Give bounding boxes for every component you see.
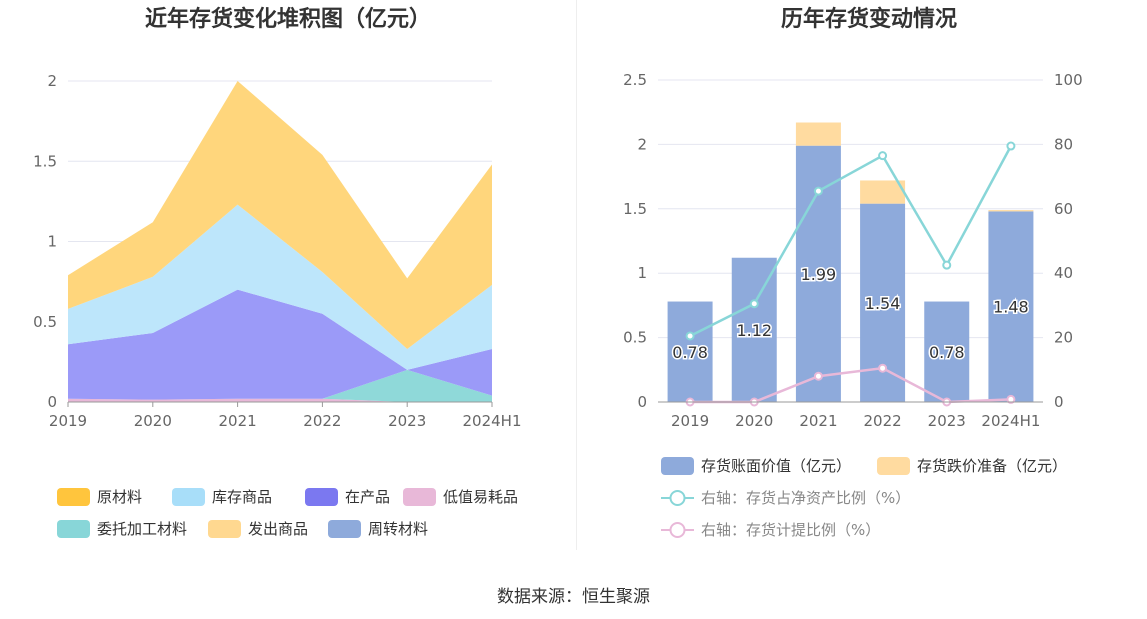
y-right-tick-label: 0 (1054, 393, 1064, 411)
legend-label: 右轴：存货计提比例（%） (701, 521, 880, 539)
bar-value-label: 1.99 (801, 265, 837, 284)
x-tick-label: 2022 (863, 412, 901, 430)
bar-value-label: 1.54 (865, 294, 901, 313)
legend-swatch (57, 488, 90, 506)
y-left-tick-label: 1 (637, 264, 647, 282)
legend-label: 发出商品 (248, 520, 308, 538)
legend-marker (669, 522, 686, 538)
bar (988, 211, 1034, 402)
bar-value-label: 0.78 (929, 343, 965, 362)
area-series (68, 289, 492, 400)
x-tick-label: 2020 (735, 412, 773, 430)
y-left-tick-label: 0.5 (623, 329, 647, 347)
bar (924, 301, 970, 402)
legend-label: 周转材料 (368, 520, 428, 538)
line-series (689, 145, 1013, 338)
legend-label: 原材料 (97, 488, 142, 506)
line-point (942, 260, 952, 270)
chart-title: 历年存货变动情况 (781, 6, 957, 32)
y-tick-label: 2 (47, 72, 57, 90)
line-point (749, 299, 759, 309)
y-left-tick-label: 1.5 (623, 200, 647, 218)
legend-marker (669, 490, 686, 506)
y-right-tick-label: 40 (1054, 264, 1073, 282)
y-left-tick-label: 2.5 (623, 71, 647, 89)
inventory-stacked-area-chart: 近年存货变化堆积图（亿元） 0 0.5 1 1.5 2 2019 2020 2021 2022 20… (33, 6, 522, 538)
x-tick-label: 2022 (303, 412, 341, 430)
legend-label: 存货跌价准备（亿元） (917, 457, 1067, 475)
legend-label: 低值易耗品 (443, 488, 518, 506)
area-series (68, 398, 492, 402)
x-tick-label: 2019 (671, 412, 709, 430)
legend-label: 委托加工材料 (97, 520, 187, 538)
y-right-tick-label: 60 (1054, 200, 1073, 218)
legend-swatch (172, 488, 205, 506)
area-series (68, 369, 492, 402)
x-tick-label: 2024H1 (981, 412, 1040, 430)
bar-value-label: 1.48 (993, 298, 1029, 317)
y-tick-label: 1.5 (33, 152, 57, 170)
legend-swatch (305, 488, 338, 506)
y-right-tick-label: 80 (1054, 135, 1073, 153)
line-point (878, 363, 888, 373)
legend-label: 库存商品 (212, 488, 272, 506)
line-point (1006, 141, 1016, 151)
line-point (878, 151, 888, 161)
y-tick-label: 1 (47, 233, 57, 251)
y-tick-label: 0 (47, 393, 57, 411)
legend-label: 右轴：存货占净资产比例（%） (701, 489, 910, 507)
chart-title: 近年存货变化堆积图（亿元） (145, 6, 431, 32)
x-tick-label: 2023 (928, 412, 966, 430)
x-tick-label: 2020 (134, 412, 172, 430)
legend-label: 存货账面价值（亿元） (701, 457, 851, 475)
legend-label: 在产品 (345, 488, 390, 506)
bar (795, 122, 841, 146)
line-point (1006, 394, 1016, 404)
x-tick-label: 2019 (49, 412, 87, 430)
y-tick-label: 0.5 (33, 313, 57, 331)
legend-swatch (57, 520, 90, 538)
panel-divider (576, 0, 577, 550)
legend-swatch (661, 457, 694, 475)
bar (667, 301, 713, 402)
y-left-tick-label: 0 (637, 393, 647, 411)
area-series (68, 204, 492, 370)
bar-value-label: 0.78 (672, 343, 708, 362)
data-source-note: 数据来源：恒生聚源 (497, 587, 650, 607)
x-tick-label: 2023 (388, 412, 426, 430)
x-tick-label: 2021 (799, 412, 837, 430)
bar-value-label: 1.12 (736, 321, 772, 340)
x-tick-label: 2024H1 (463, 412, 522, 430)
y-right-tick-label: 20 (1054, 329, 1073, 347)
line-point (813, 186, 823, 196)
y-left-tick-label: 2 (637, 135, 647, 153)
legend-swatch (877, 457, 910, 475)
line-point (685, 331, 695, 341)
x-tick-label: 2021 (219, 412, 257, 430)
line-point (813, 371, 823, 381)
bar (988, 210, 1034, 212)
legend-swatch (403, 488, 436, 506)
y-right-tick-label: 100 (1054, 71, 1083, 89)
legend-swatch (208, 520, 241, 538)
bar (860, 180, 906, 204)
legend-swatch (328, 520, 361, 538)
inventory-change-bar-chart: 历年存货变动情况 0 0.5 1 1.5 2 2.5 0 20 40 60 80 100 0.78 1.12… (623, 6, 1083, 539)
area-series (68, 81, 492, 350)
bar (731, 257, 777, 402)
